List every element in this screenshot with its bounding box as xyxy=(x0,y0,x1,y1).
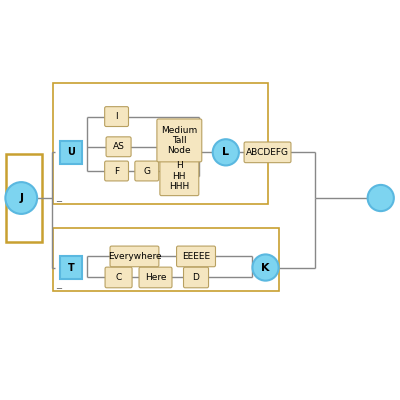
Text: ABCDEFG: ABCDEFG xyxy=(246,148,289,157)
Circle shape xyxy=(5,182,37,214)
FancyBboxPatch shape xyxy=(135,161,159,181)
Text: Here: Here xyxy=(145,273,166,282)
Text: Medium
Tall
Node: Medium Tall Node xyxy=(161,126,198,155)
Text: D: D xyxy=(192,273,200,282)
Text: L: L xyxy=(222,147,229,157)
FancyBboxPatch shape xyxy=(157,119,202,162)
Text: G: G xyxy=(143,166,150,176)
Text: EEEEE: EEEEE xyxy=(182,252,210,261)
Text: Everywhere: Everywhere xyxy=(108,252,161,261)
Text: −: − xyxy=(55,284,62,293)
Text: U: U xyxy=(67,147,75,157)
FancyBboxPatch shape xyxy=(176,246,216,267)
Text: T: T xyxy=(68,262,74,272)
Text: AS: AS xyxy=(113,142,124,151)
Circle shape xyxy=(213,139,239,166)
Circle shape xyxy=(368,185,394,211)
Text: −: − xyxy=(55,197,62,206)
Text: K: K xyxy=(261,262,270,272)
FancyBboxPatch shape xyxy=(110,246,159,267)
FancyBboxPatch shape xyxy=(105,267,132,288)
FancyBboxPatch shape xyxy=(105,107,128,126)
FancyBboxPatch shape xyxy=(106,137,131,157)
FancyBboxPatch shape xyxy=(160,157,199,196)
Circle shape xyxy=(252,254,279,281)
Text: F: F xyxy=(114,166,119,176)
FancyBboxPatch shape xyxy=(139,267,172,288)
Text: H
HH
HHH: H HH HHH xyxy=(169,161,190,191)
FancyBboxPatch shape xyxy=(244,142,291,163)
FancyBboxPatch shape xyxy=(184,267,208,288)
Text: I: I xyxy=(115,112,118,121)
FancyBboxPatch shape xyxy=(105,161,128,181)
Text: J: J xyxy=(19,193,23,203)
Text: C: C xyxy=(116,273,122,282)
